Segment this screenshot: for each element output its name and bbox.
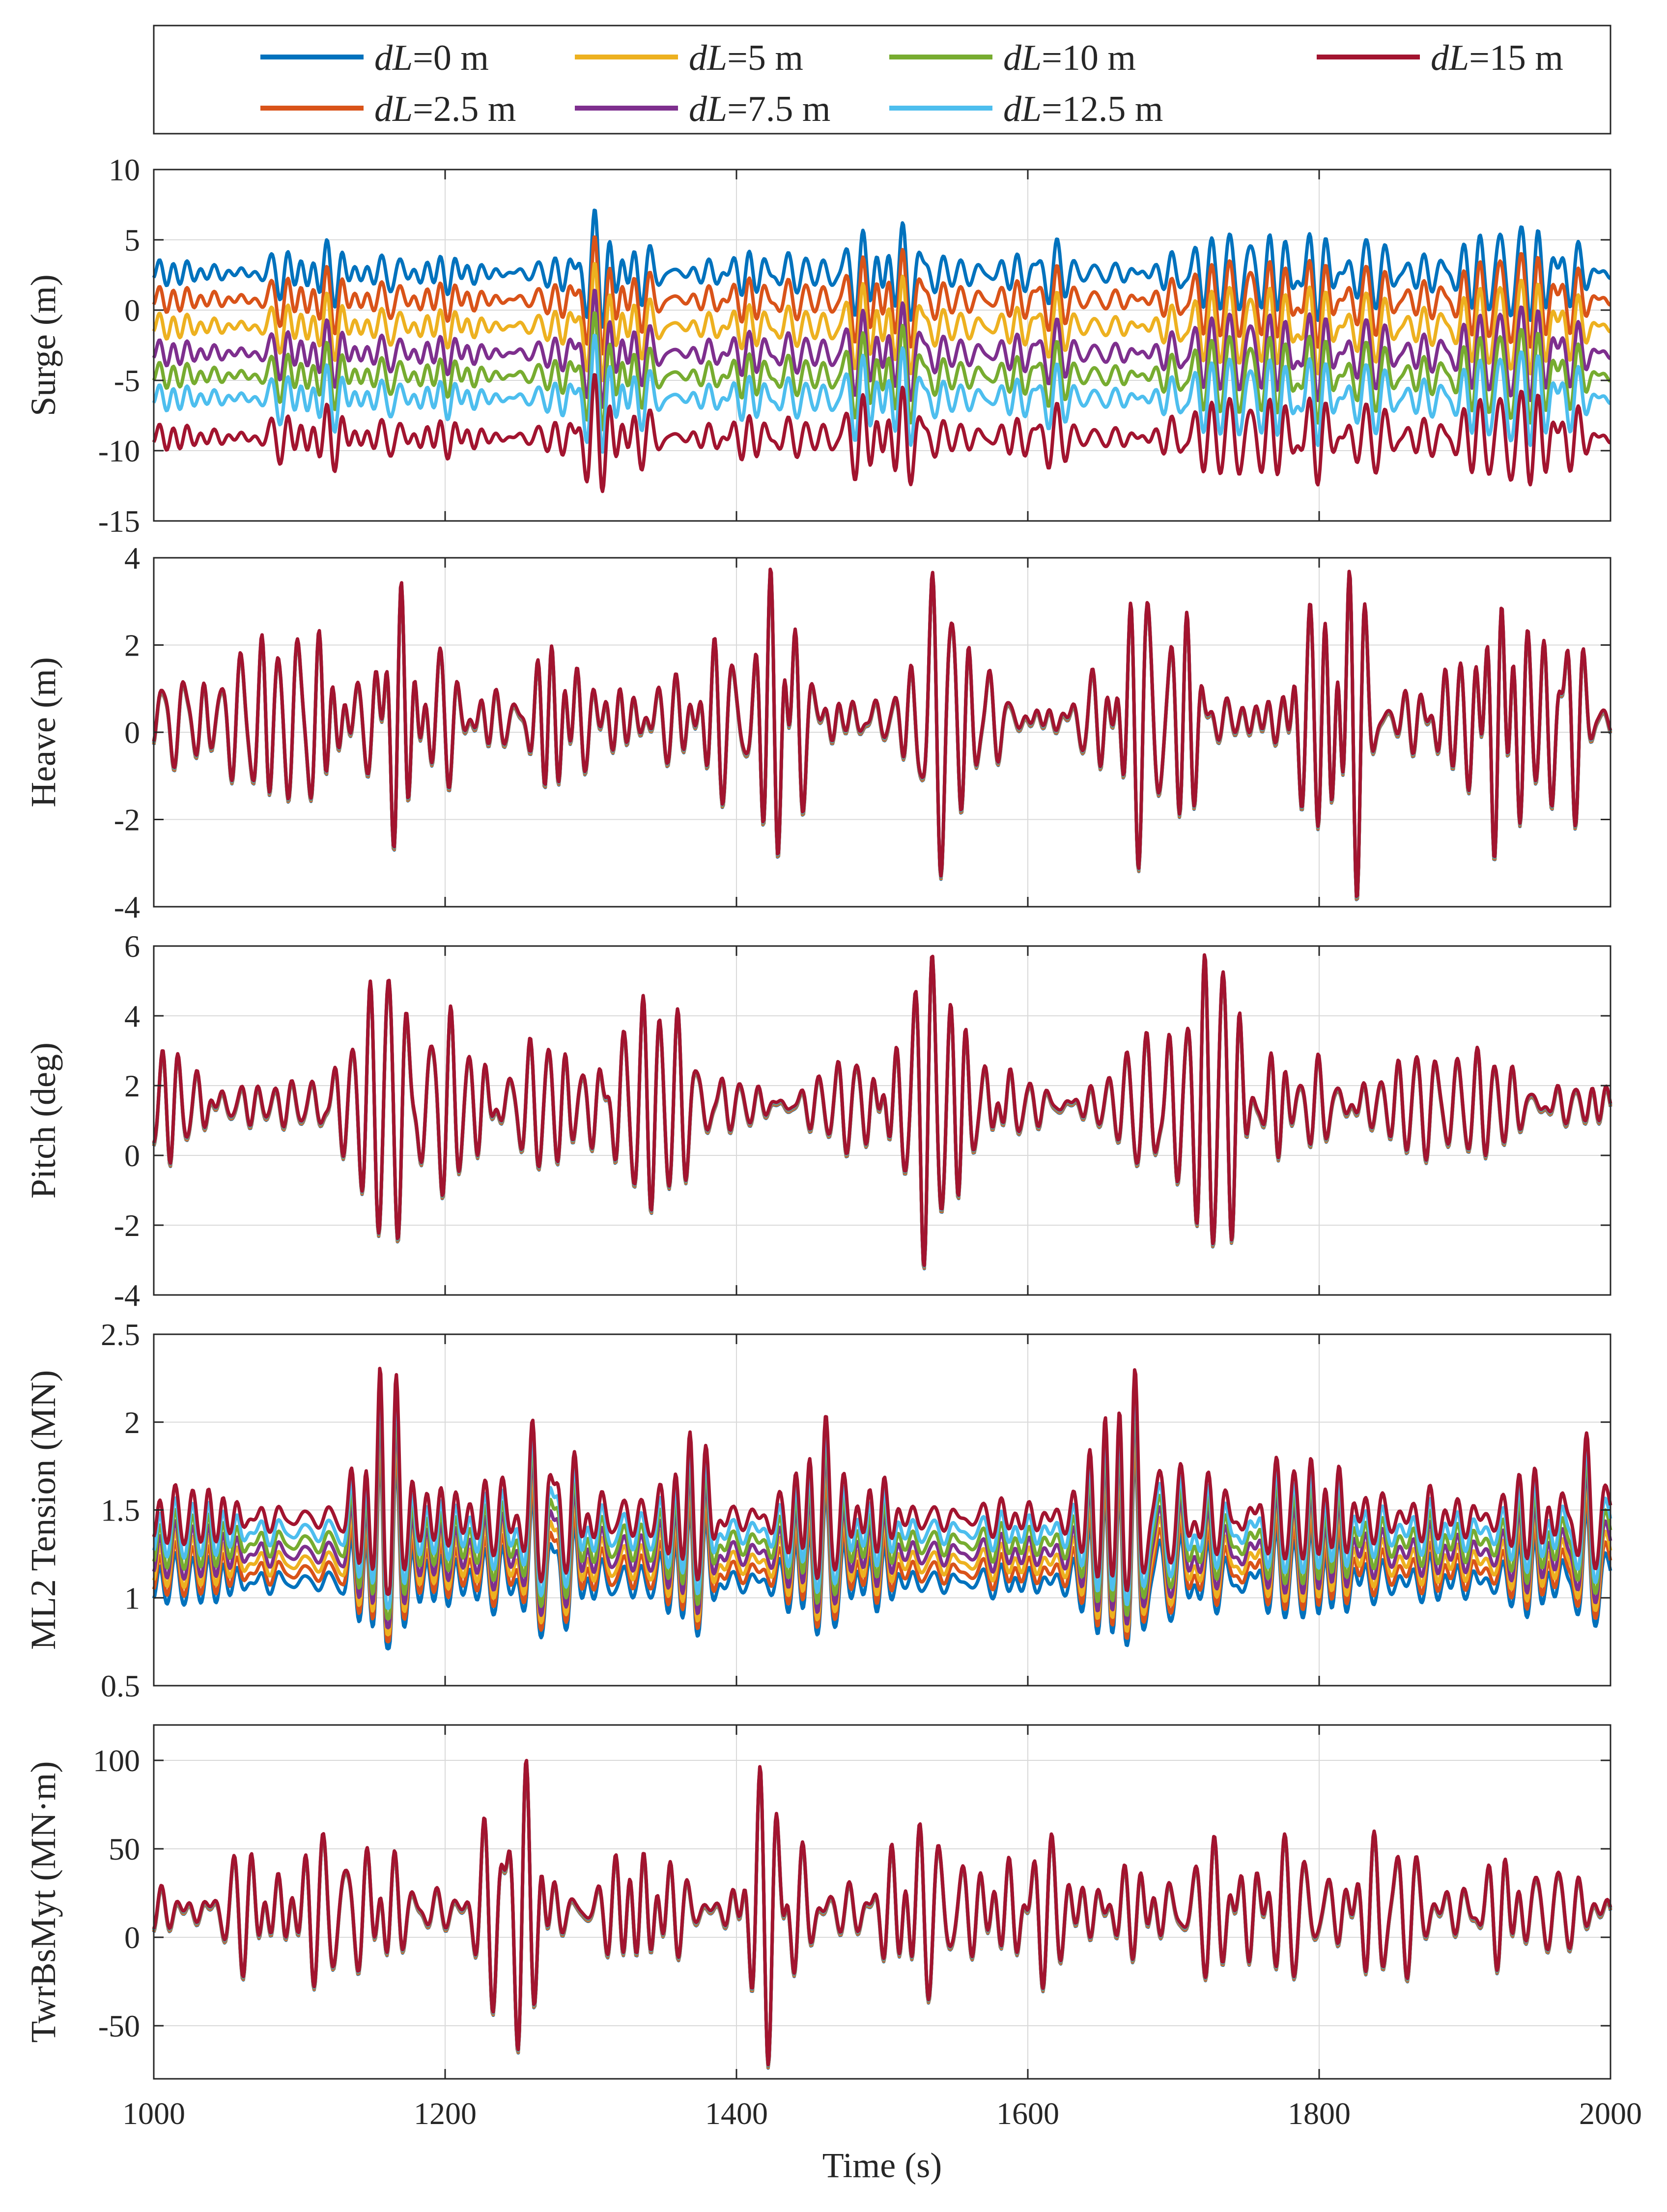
legend: dL=0 m dL=5 m dL=10 m dL=15 m dL=2.5 m dL=7.5… <box>153 25 1611 135</box>
panel-pitch-series <box>152 953 1612 1270</box>
panel-tension-line-6 <box>152 1367 1612 1596</box>
panel-surge-ytick-label-3: -5 <box>114 363 140 398</box>
panel-tension-ylabel: ML2 Tension (MN) <box>24 1370 63 1650</box>
panel-tension-ytick-label-3: 1 <box>124 1580 140 1615</box>
legend-box <box>153 25 1611 135</box>
panel-surge-line-6 <box>152 373 1611 493</box>
panel-surge-line-4 <box>152 311 1611 431</box>
panel-tension: 2.5 2 1.5 1 0.5 ML2 Tension (MN) <box>24 1317 1612 1703</box>
panel-surge-background <box>154 170 1610 521</box>
panel-pitch-ytick-label-3: 0 <box>124 1138 140 1173</box>
panel-surge-line-5 <box>152 334 1611 454</box>
legend-label-0: dL=0 m <box>374 38 489 78</box>
panel-moment-line-6 <box>152 1758 1612 2067</box>
panel-moment-series <box>152 1758 1612 2070</box>
x-tick-label-1: 1200 <box>414 2096 477 2131</box>
panel-surge-ytick-label-0: 10 <box>109 152 140 187</box>
panel-heave-ylabel: Heave (m) <box>24 657 63 807</box>
panel-pitch-grid <box>154 946 1610 1295</box>
panel-pitch-ytick-label-0: 6 <box>124 929 140 964</box>
x-tick-label-2: 1400 <box>705 2096 768 2131</box>
panel-pitch: 6 4 2 0 -2 -4 Pitch (deg) <box>24 929 1612 1313</box>
x-tick-label-0: 1000 <box>122 2096 185 2131</box>
legend-label-3: dL=15 m <box>1431 38 1563 78</box>
x-tick-label-4: 1800 <box>1288 2096 1351 2131</box>
panel-surge-ytick-label-1: 5 <box>124 223 140 258</box>
legend-label-4: dL=2.5 m <box>374 89 516 129</box>
panel-moment-background <box>154 1725 1610 2079</box>
panel-surge-frame <box>153 169 1611 522</box>
panel-surge: 10 5 0 -5 -10 -15 Surge (m) <box>24 152 1611 539</box>
x-axis-label: Time (s) <box>822 2146 942 2185</box>
panel-pitch-ytick-label-2: 2 <box>124 1068 140 1103</box>
legend-label-2: dL=10 m <box>1003 38 1136 78</box>
panel-surge-series <box>152 208 1611 493</box>
panel-heave: 4 2 0 -2 -4 Heave (m) <box>24 541 1612 924</box>
panel-tension-ytick-label-4: 0.5 <box>101 1668 140 1703</box>
panel-surge-ytick-label-4: -10 <box>98 433 140 468</box>
panel-moment-ytick-label-3: -50 <box>98 2009 140 2043</box>
panel-heave-ytick-label-4: -4 <box>114 890 140 924</box>
panel-tension-series <box>152 1367 1612 1651</box>
x-tick-labels: 1000 1200 1400 1600 1800 2000 <box>122 2096 1642 2131</box>
x-tick-label-3: 1600 <box>996 2096 1059 2131</box>
panel-surge-ylabel: Surge (m) <box>24 274 63 416</box>
panel-moment-ytick-label-1: 50 <box>109 1832 140 1867</box>
legend-label-1: dL=5 m <box>689 38 803 78</box>
panel-heave-line-6 <box>152 567 1612 898</box>
legend-label-6: dL=12.5 m <box>1003 89 1163 129</box>
panel-heave-series <box>152 567 1612 901</box>
panel-tension-ytick-label-0: 2.5 <box>101 1317 140 1352</box>
panel-tension-ytick-label-2: 1.5 <box>101 1493 140 1528</box>
panel-surge-line-0 <box>152 208 1611 329</box>
panel-tension-ytick-label-1: 2 <box>124 1405 140 1440</box>
panel-moment-frame <box>153 1724 1611 2080</box>
panel-heave-ytick-label-3: -2 <box>114 803 140 837</box>
panel-heave-ytick-label-1: 2 <box>124 628 140 663</box>
legend-label-5: dL=7.5 m <box>689 89 830 129</box>
panel-pitch-ytick-label-5: -4 <box>114 1278 140 1313</box>
x-tick-label-5: 2000 <box>1579 2096 1642 2131</box>
panel-pitch-ytick-label-4: -2 <box>114 1208 140 1243</box>
panel-heave-ytick-label-2: 0 <box>124 715 140 750</box>
panel-surge-line-3 <box>152 288 1611 409</box>
panel-pitch-ylabel: Pitch (deg) <box>24 1042 63 1199</box>
panel-surge-ytick-label-5: -15 <box>98 504 140 539</box>
panel-moment-ytick-label-2: 0 <box>124 1920 140 1955</box>
panel-heave-ytick-label-0: 4 <box>124 541 140 575</box>
panel-moment: 100 50 0 -50 TwrBsMyt (MN·m) <box>24 1724 1612 2080</box>
panel-moment-ytick-label-0: 100 <box>93 1743 140 1778</box>
panel-pitch-frame <box>153 945 1611 1296</box>
panel-pitch-ytick-label-1: 4 <box>124 999 140 1034</box>
panel-pitch-line-6 <box>152 953 1612 1267</box>
panel-moment-ylabel: TwrBsMyt (MN·m) <box>24 1761 63 2043</box>
panel-surge-line-1 <box>152 235 1611 356</box>
panel-surge-ytick-label-2: 0 <box>124 293 140 328</box>
panel-surge-line-2 <box>152 262 1611 382</box>
